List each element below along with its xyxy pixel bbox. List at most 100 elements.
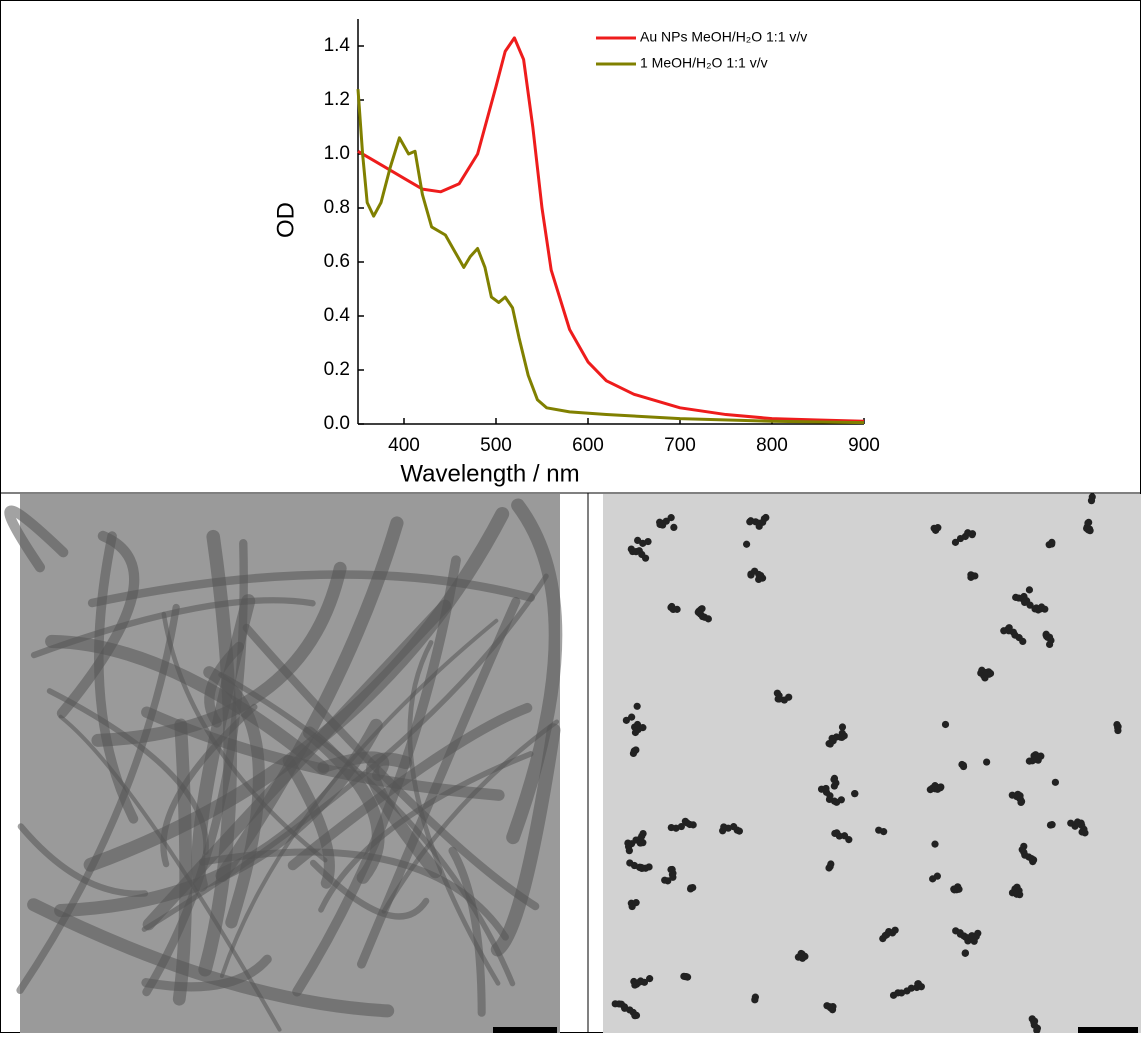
nanoparticle — [633, 720, 642, 729]
nanoparticle — [639, 724, 647, 732]
nanoparticle — [637, 839, 645, 847]
nanoparticle — [631, 1012, 639, 1020]
nanoparticle — [829, 1003, 837, 1011]
nanoparticle — [629, 749, 638, 757]
fiber — [142, 599, 451, 931]
fiber — [4, 505, 69, 573]
y-tick-label: 0.6 — [324, 251, 350, 272]
fiber — [142, 539, 248, 997]
nanoparticle — [1016, 792, 1024, 800]
nanoparticle — [622, 716, 630, 724]
fiber — [490, 723, 561, 957]
fiber — [160, 703, 258, 868]
nanoparticle — [1042, 630, 1050, 638]
fiber — [94, 531, 139, 824]
tem-image-nanoparticles — [603, 493, 1141, 1034]
fiber — [506, 498, 563, 845]
nanoparticle — [762, 513, 770, 522]
tem-image-fibers — [4, 494, 563, 1033]
nanoparticle — [837, 796, 845, 804]
nanoparticle — [974, 929, 982, 937]
nanoparticle — [628, 713, 636, 721]
nanoparticle — [897, 989, 906, 997]
fiber — [172, 718, 193, 1006]
nanoparticle — [930, 524, 938, 532]
nanoparticle — [633, 702, 641, 710]
scale-bar — [1078, 1027, 1138, 1033]
nanoparticle — [677, 822, 685, 831]
nanoparticle — [640, 978, 649, 986]
x-tick-label: 600 — [572, 435, 604, 456]
nanoparticle — [686, 885, 695, 893]
x-tick-label: 500 — [480, 435, 512, 456]
series-line — [357, 36, 865, 423]
fiber — [303, 726, 385, 884]
x-tick-label: 700 — [664, 435, 696, 456]
fiber — [198, 848, 509, 941]
nanoparticle — [1088, 493, 1096, 501]
nanoparticle — [983, 758, 991, 766]
image-background — [603, 494, 1141, 1033]
nanoparticle — [1025, 586, 1034, 594]
nanoparticle — [951, 538, 960, 546]
nanoparticle — [1027, 855, 1036, 863]
nanoparticle — [646, 975, 654, 983]
nanoparticle — [851, 789, 859, 798]
nanoparticle — [735, 827, 743, 835]
fiber — [87, 570, 535, 608]
y-tick-label: 0.8 — [324, 197, 350, 218]
nanoparticle — [1051, 778, 1059, 786]
nanoparticle — [632, 899, 640, 907]
nanoparticle — [667, 514, 675, 522]
nanoparticle — [1048, 538, 1056, 546]
nanoparticle — [645, 863, 653, 871]
nanoparticle — [971, 572, 979, 580]
x-tick-label: 400 — [388, 435, 420, 456]
x-tick-label: 800 — [756, 435, 788, 456]
fiber — [381, 719, 560, 914]
y-tick-label: 0.2 — [324, 359, 350, 380]
y-tick-label: 1.4 — [324, 35, 351, 56]
nanoparticle — [1019, 637, 1027, 645]
fiber — [58, 714, 282, 1032]
nanoparticle — [1020, 598, 1029, 606]
nanoparticle — [659, 521, 667, 529]
fiber — [282, 755, 335, 889]
nanoparticle — [1037, 752, 1045, 760]
nanoparticle — [941, 720, 950, 729]
fiber — [30, 597, 316, 659]
nanoparticle — [937, 783, 945, 791]
nanoparticle — [673, 605, 681, 613]
fiber — [141, 706, 505, 801]
series-line — [356, 89, 865, 425]
nanoparticle — [689, 821, 697, 829]
nanoparticle — [1016, 891, 1024, 899]
legend-label: Au NPs MeOH/H₂O 1:1 v/v — [640, 29, 807, 45]
nanoparticle — [755, 575, 763, 584]
nanoparticle — [891, 926, 899, 934]
nanoparticle — [1033, 1026, 1041, 1034]
nanoparticle — [835, 832, 843, 840]
nanoparticle — [681, 972, 689, 981]
nanoparticle — [641, 554, 650, 562]
chart: Wavelength / nm OD 0.0 0.2 0.4 0.6 0.8 1.0 1.2… — [272, 19, 880, 487]
legend-label: 1 MeOH/H₂O 1:1 v/v — [640, 55, 768, 71]
nanoparticle — [950, 885, 958, 893]
nanoparticle — [917, 983, 925, 991]
nanoparticle — [798, 953, 806, 962]
nanoparticle — [1048, 821, 1056, 829]
nanoparticle — [830, 774, 839, 782]
y-tick-label: 0.4 — [324, 305, 351, 326]
y-axis-label: OD — [272, 202, 299, 238]
nanoparticle — [880, 828, 888, 836]
nanoparticle — [670, 523, 678, 531]
nanoparticle — [743, 540, 751, 548]
nanoparticle — [664, 877, 672, 885]
nanoparticle — [785, 693, 793, 701]
nanoparticle — [1085, 518, 1093, 526]
nanoparticle — [968, 531, 976, 539]
fiber — [242, 623, 540, 911]
y-tick-label: 1.0 — [324, 143, 350, 164]
x-tick-label: 900 — [848, 435, 880, 456]
